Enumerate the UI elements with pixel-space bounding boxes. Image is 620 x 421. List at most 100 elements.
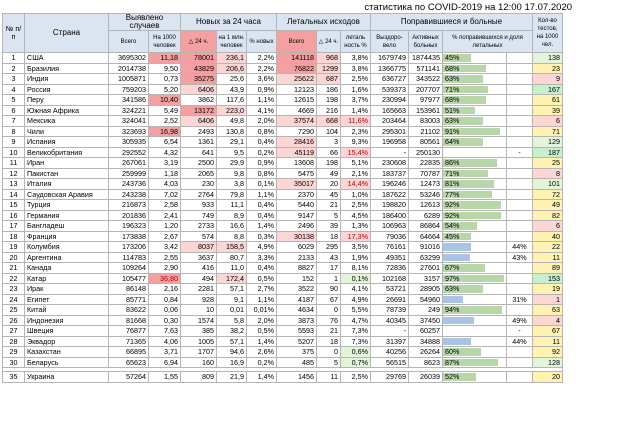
row-lpct: 2,3% (340, 125, 371, 137)
row-pctnew: 1,4% (246, 220, 277, 232)
row-act: 53246 (408, 188, 443, 200)
row-act: 22835 (408, 157, 443, 169)
table-body: 1 США 3695302 11,18 78001 236,1 2,2% 141118 968 3… (2, 52, 563, 383)
row-tests: 101 (532, 178, 563, 190)
table-row: 29 Казахстан 66895 3,71 1707 94,6 2,6% 375 0 0,6%… (2, 346, 563, 358)
row-num: 17 (2, 220, 25, 232)
row-pctnew: 0,4% (246, 262, 277, 274)
row-tests: 92 (532, 346, 563, 358)
recovered-pct: 68% (445, 63, 460, 73)
recovered-pct: 71% (445, 84, 460, 94)
row-pctrec: 71% (442, 83, 507, 95)
row-extra (506, 220, 533, 232)
row-per1k: 5,49 (148, 104, 181, 116)
row-d24: 2500 (180, 157, 217, 169)
recovered-bar (443, 232, 472, 240)
row-rec: 165663 (370, 104, 409, 116)
row-total: 305935 (108, 136, 149, 148)
row-tests: 11 (532, 251, 563, 263)
recovered-pct: 92% (445, 210, 460, 220)
row-pctrec: 67% (442, 262, 507, 274)
row-tests: 4 (532, 314, 563, 326)
recovered-pct: 67% (445, 263, 460, 273)
row-per1k: 3,71 (148, 346, 181, 358)
row-permln: 11,1 (216, 199, 247, 211)
recovered-pct: 71% (445, 168, 460, 178)
row-permln: 9,5 (216, 146, 247, 158)
row-pctnew: 1,4% (246, 371, 277, 383)
row-tests: 138 (532, 52, 563, 64)
row-per1k: 7,63 (148, 325, 181, 337)
row-num: 23 (2, 283, 25, 295)
row-d24: 35275 (180, 73, 217, 85)
row-total: 85771 (108, 293, 149, 305)
row-num: 11 (2, 157, 25, 169)
row-ld24: 5 (316, 356, 341, 368)
row-lpct: 7,3% (340, 325, 371, 337)
row-rec: 56515 (370, 356, 409, 368)
row-ltotal: 375 (276, 346, 317, 358)
row-per1k: 0,84 (148, 293, 181, 305)
recovered-pct: 91% (445, 126, 460, 136)
header-num: № п/п (2, 13, 25, 53)
recovered-pct: 63% (445, 116, 460, 126)
row-ltotal: 152 (276, 272, 317, 284)
row-ld24: 43 (316, 251, 341, 263)
row-pctrec: 92% (442, 199, 507, 211)
row-per1k: 5,20 (148, 83, 181, 95)
row-pctnew: 0,3% (246, 230, 277, 242)
row-tests: 61 (532, 94, 563, 106)
row-ltotal: 12615 (276, 94, 317, 106)
row-extra (506, 125, 533, 137)
recovered-bar (443, 274, 505, 282)
row-country: Ирак (24, 283, 109, 295)
row-tests: 23 (532, 62, 563, 74)
row-permln: 25,6 (216, 73, 247, 85)
row-ltotal: 2370 (276, 188, 317, 200)
row-ld24: 21 (316, 325, 341, 337)
row-permln: 11,0 (216, 262, 247, 274)
row-permln: 38,2 (216, 325, 247, 337)
row-country: Аргентина (24, 251, 109, 263)
row-num: 29 (2, 346, 25, 358)
recovered-bar (443, 358, 498, 366)
row-tests: 8 (532, 167, 563, 179)
header-sub-d24: △ 24 ч. (180, 30, 217, 53)
row-total: 57264 (108, 371, 149, 383)
row-tests: 11 (532, 335, 563, 347)
row-tests: 20 (532, 371, 563, 383)
row-permln: 43,9 (216, 83, 247, 95)
row-per1k: 2,52 (148, 115, 181, 127)
row-lpct: 1,0% (340, 188, 371, 200)
row-country: Эквадор (24, 335, 109, 347)
row-act: 26264 (408, 346, 443, 358)
row-rec: 31397 (370, 335, 409, 347)
row-extra (506, 83, 533, 95)
row-tests: 49 (532, 199, 563, 211)
row-pctrec: 71% (442, 167, 507, 179)
row-pctrec: 92% (442, 209, 507, 221)
row-permln: 49,8 (216, 115, 247, 127)
row-d24: 1361 (180, 136, 217, 148)
row-total: 86148 (108, 283, 149, 295)
recovered-pct: 63% (445, 74, 460, 84)
table-row: 25 Китай 83622 0,06 10 0,01 0,01% 4634 0 5,5% 7873… (2, 304, 563, 316)
row-pctnew: 0,9% (246, 83, 277, 95)
row-act: 91016 (408, 241, 443, 253)
row-pctnew: 0,1% (246, 178, 277, 190)
row-ltotal: 12123 (276, 83, 317, 95)
recovered-bar (443, 54, 472, 62)
row-d24: 1707 (180, 346, 217, 358)
row-pctrec: 87% (442, 356, 507, 368)
row-ltotal: 76822 (276, 62, 317, 74)
row-ld24: 1 (316, 272, 341, 284)
row-pctnew: 2,7% (246, 283, 277, 295)
row-ld24: 67 (316, 293, 341, 305)
row-num: 20 (2, 251, 25, 263)
row-act: 3157 (408, 272, 443, 284)
row-pctrec (442, 146, 507, 158)
row-per1k: 1,55 (148, 371, 181, 383)
row-act: 60257 (408, 325, 443, 337)
table-row: 11 Иран 267061 3,19 2500 29,9 0,9% 13608 198 5,1%… (2, 157, 563, 169)
row-total: 243238 (108, 188, 149, 200)
